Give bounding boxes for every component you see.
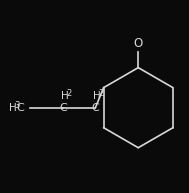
Text: O: O (134, 37, 143, 50)
Text: H: H (9, 103, 16, 113)
Text: C: C (91, 103, 99, 113)
Text: 3: 3 (14, 101, 19, 110)
Text: 2: 2 (99, 89, 104, 98)
Text: H: H (93, 91, 101, 101)
Text: C: C (59, 103, 67, 113)
Text: 2: 2 (66, 89, 71, 98)
Text: C: C (16, 103, 24, 113)
Text: H: H (61, 91, 69, 101)
